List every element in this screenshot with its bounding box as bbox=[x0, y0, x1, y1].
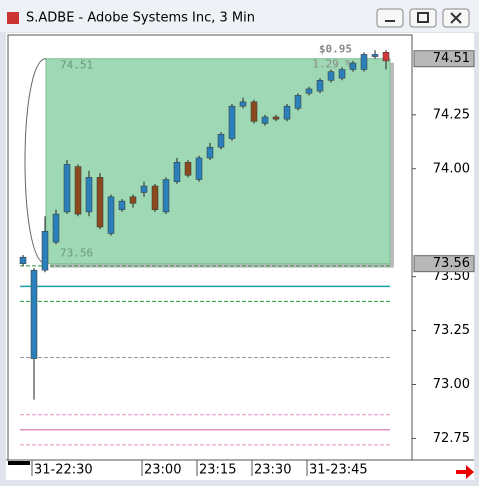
x-tick-label: 23:30 bbox=[254, 463, 291, 478]
y-tick-label: 73.00 bbox=[433, 377, 470, 392]
candle-body bbox=[118, 200, 126, 210]
candle-body bbox=[338, 69, 346, 79]
candle-body bbox=[228, 105, 236, 139]
candle-body bbox=[261, 116, 269, 124]
y-tick-label: 73.25 bbox=[433, 323, 470, 338]
candle-body bbox=[349, 62, 357, 70]
x-tick-label: 23:15 bbox=[199, 463, 236, 478]
y-tick-label: 74.25 bbox=[433, 107, 470, 122]
y-tick-label: 73.50 bbox=[433, 269, 470, 284]
candle-body bbox=[19, 256, 27, 264]
x-tick-label: 31-23:45 bbox=[309, 463, 368, 478]
minimize-button[interactable] bbox=[376, 8, 404, 28]
candle-body bbox=[305, 88, 313, 94]
candle-body bbox=[63, 164, 71, 213]
candle-body bbox=[294, 95, 302, 109]
close-icon bbox=[450, 12, 462, 24]
candle-body bbox=[371, 54, 379, 57]
app-icon bbox=[7, 12, 19, 24]
scroll-arrow[interactable] bbox=[456, 465, 474, 479]
candle-body bbox=[30, 269, 38, 359]
y-tick-label: 72.75 bbox=[433, 431, 470, 446]
price-box bbox=[413, 50, 475, 68]
scroll-indicator bbox=[8, 461, 30, 465]
candle-body bbox=[151, 185, 159, 210]
x-tick-label: 23:00 bbox=[144, 463, 181, 478]
maximize-icon bbox=[417, 12, 429, 23]
candle-body bbox=[382, 52, 390, 62]
candle-body bbox=[239, 101, 247, 107]
candle-body bbox=[107, 196, 115, 234]
range-box bbox=[45, 58, 391, 265]
y-tick-label: 74.00 bbox=[433, 161, 470, 176]
price-box bbox=[413, 255, 475, 273]
candle-body bbox=[360, 54, 368, 70]
range-high-label: 74.51 bbox=[60, 59, 93, 72]
candle-body bbox=[184, 162, 192, 176]
price-box-label: 73.56 bbox=[433, 256, 470, 271]
candle-body bbox=[96, 177, 104, 228]
candle-body bbox=[316, 80, 324, 92]
candle-body bbox=[272, 116, 280, 120]
candle-body bbox=[140, 185, 148, 193]
candle-body bbox=[195, 157, 203, 180]
range-low-label: 73.56 bbox=[60, 247, 93, 260]
maximize-button[interactable] bbox=[409, 8, 437, 28]
range-change-pct: 1.29 % bbox=[312, 58, 352, 71]
candle-body bbox=[85, 177, 93, 213]
candle-body bbox=[327, 71, 335, 81]
candle-body bbox=[74, 166, 82, 215]
candle-body bbox=[173, 162, 181, 182]
range-arc bbox=[24, 58, 47, 265]
price-box-label: 74.51 bbox=[433, 51, 470, 66]
window-title: S.ADBE - Adobe Systems Inc, 3 Min bbox=[26, 11, 255, 26]
candle-body bbox=[283, 105, 291, 120]
range-change: $0.95 bbox=[319, 43, 352, 56]
candle-body bbox=[217, 133, 225, 148]
candle-body bbox=[206, 146, 214, 159]
x-tick-label: 31-22:30 bbox=[34, 463, 93, 478]
candle-body bbox=[162, 179, 170, 213]
candle-body bbox=[250, 101, 258, 122]
candle-body bbox=[52, 213, 60, 243]
candle-body bbox=[129, 196, 137, 204]
candle-body bbox=[41, 231, 49, 271]
